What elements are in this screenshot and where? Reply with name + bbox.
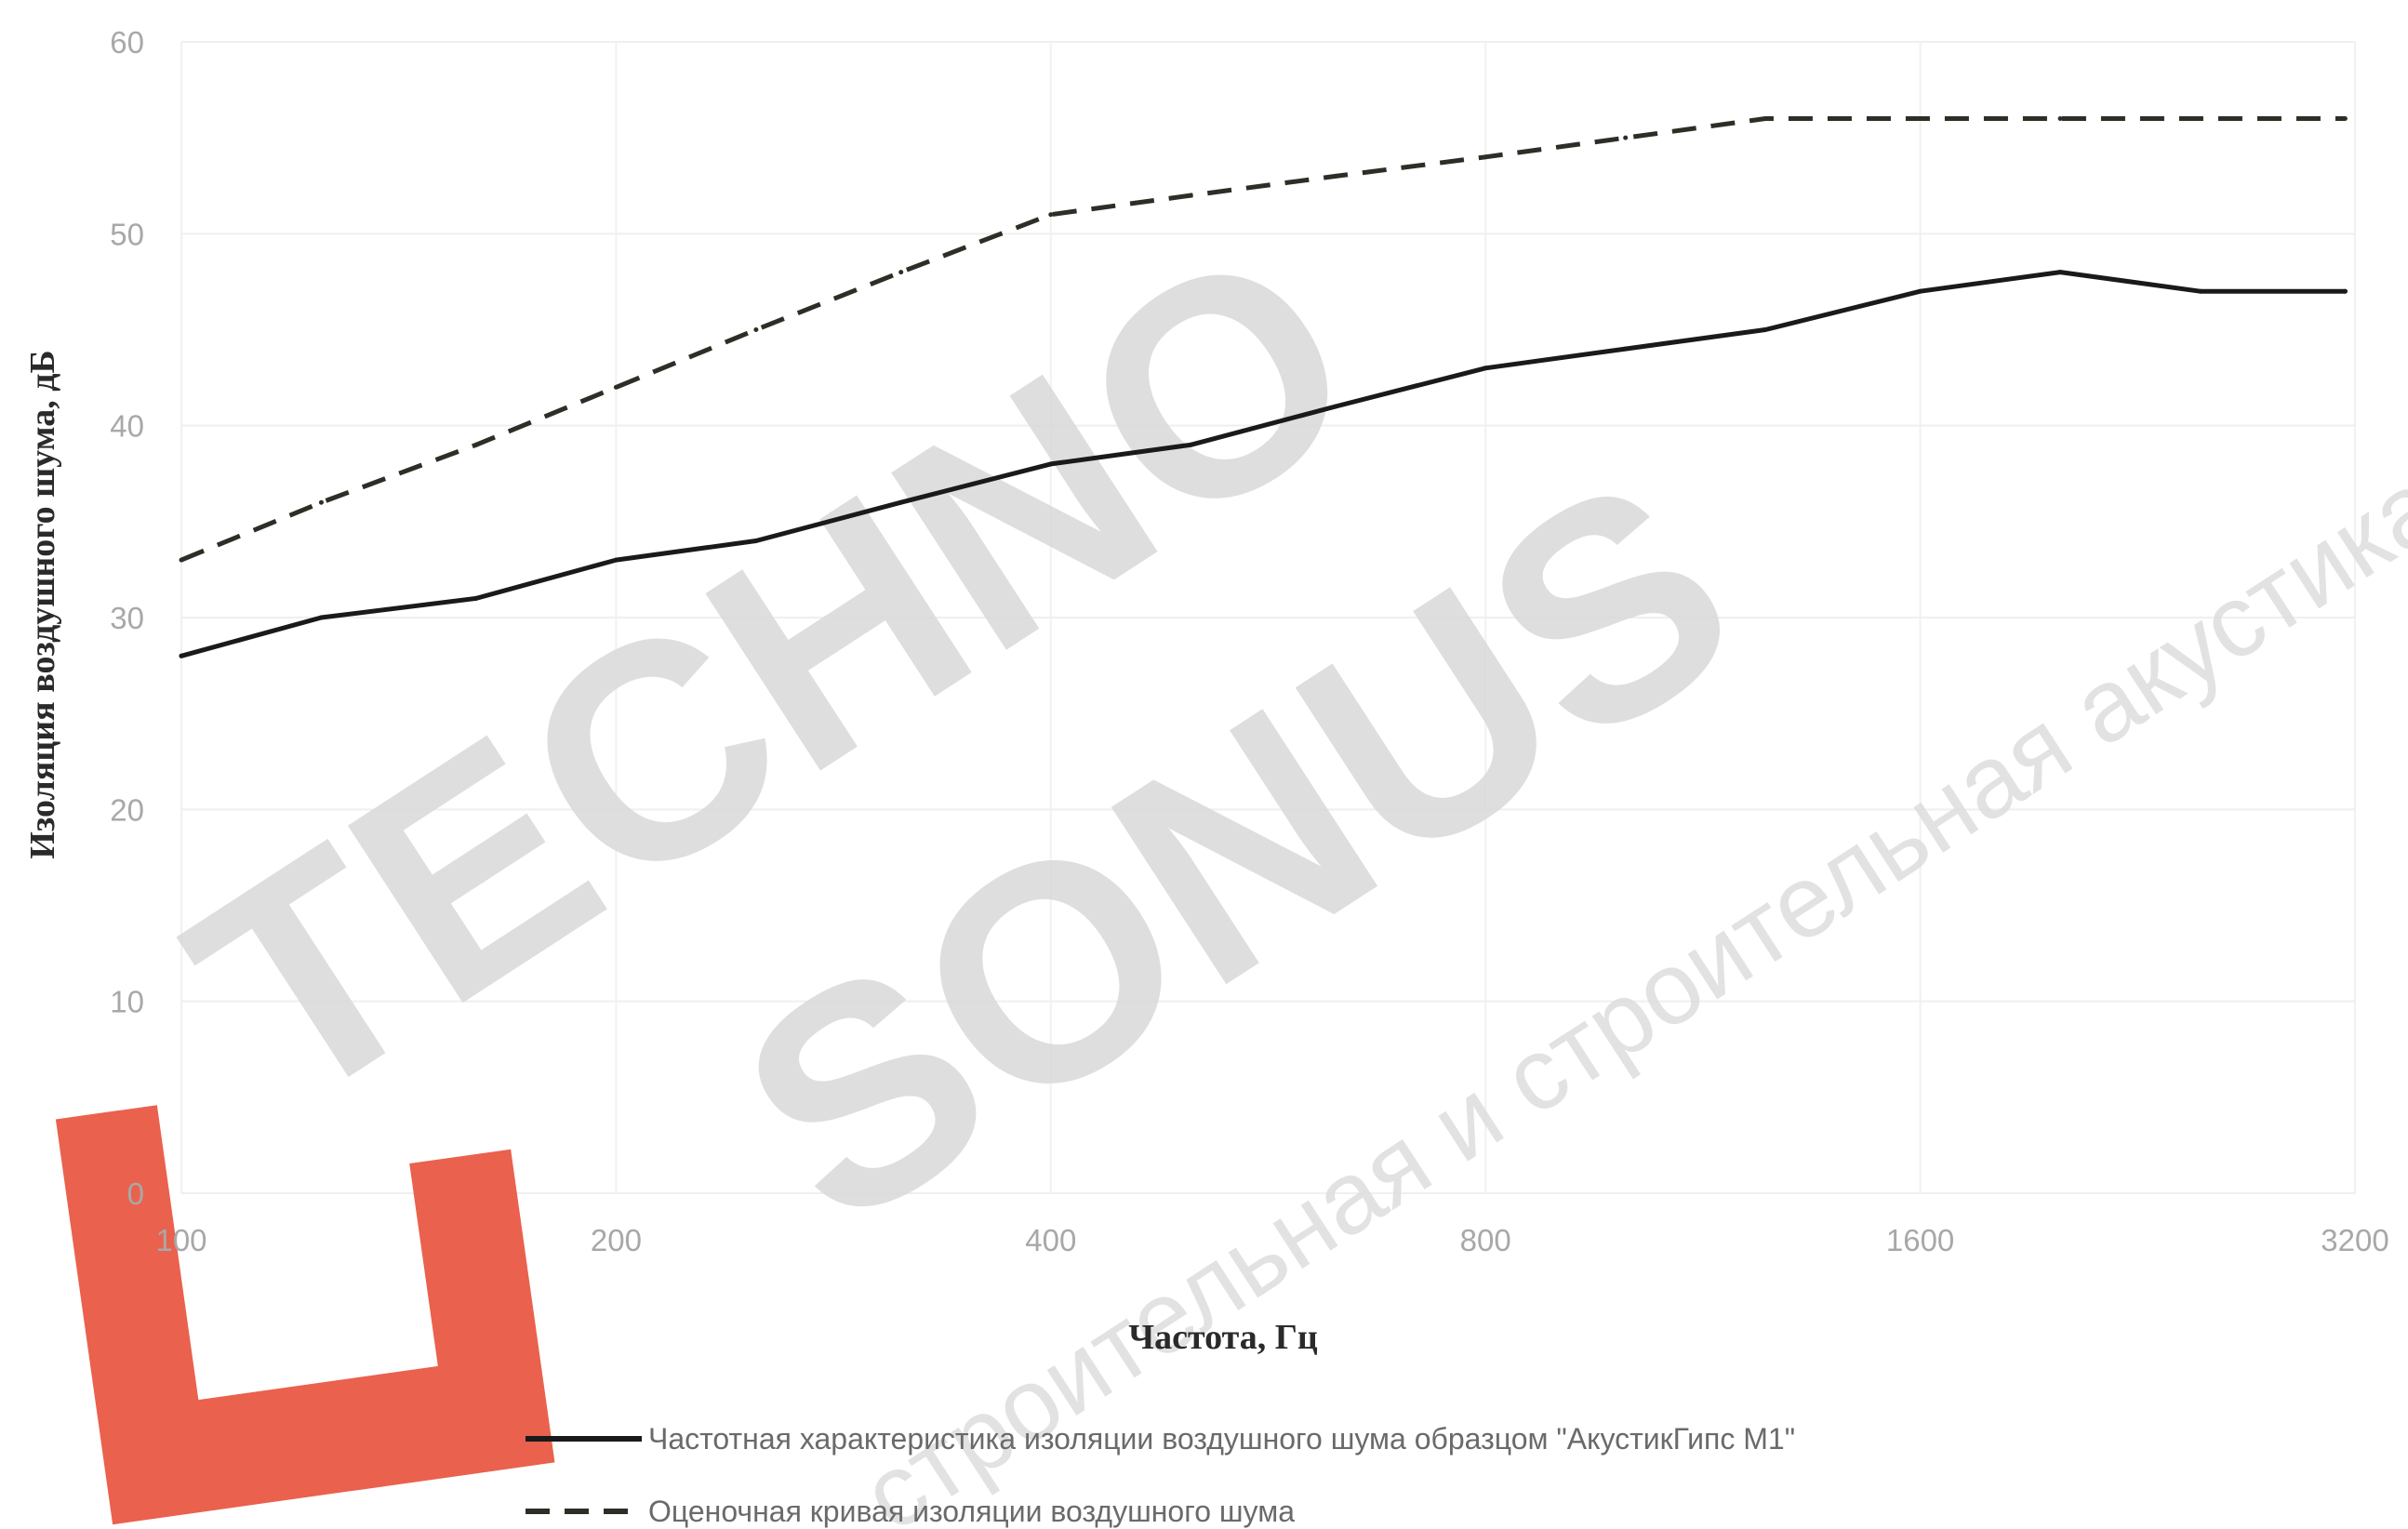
data-point — [473, 595, 479, 601]
data-point — [1048, 212, 1054, 218]
data-point — [2342, 288, 2348, 294]
x-tick-label: 400 — [1025, 1223, 1076, 1257]
logo-mark-icon — [55, 1105, 555, 1525]
x-tick-label: 100 — [155, 1223, 206, 1257]
data-point — [1763, 327, 1768, 332]
data-point — [2342, 116, 2348, 122]
x-axis-title: Частота, Гц — [1128, 1318, 1318, 1357]
series-line-measured — [179, 270, 2348, 658]
y-tick-label: 60 — [110, 25, 144, 60]
x-tick-label: 1600 — [1886, 1223, 1954, 1257]
data-point — [1333, 404, 1338, 409]
data-point — [1483, 154, 1488, 160]
y-tick-label: 0 — [127, 1177, 144, 1211]
data-point — [1918, 288, 1923, 294]
y-tick-label: 30 — [110, 601, 144, 635]
y-tick-label: 20 — [110, 792, 144, 827]
data-point — [1333, 173, 1338, 179]
x-tick-label: 200 — [591, 1223, 642, 1257]
data-point — [1048, 461, 1054, 467]
data-point — [2198, 116, 2203, 122]
data-point — [753, 538, 759, 543]
series-layer — [179, 116, 2348, 658]
data-point — [473, 442, 479, 447]
data-point — [1763, 116, 1768, 122]
data-point — [753, 327, 759, 332]
data-point — [318, 615, 324, 620]
data-point — [1918, 116, 1923, 122]
data-point — [1188, 193, 1193, 198]
data-point — [898, 270, 904, 275]
data-point — [613, 557, 619, 563]
data-point — [318, 499, 324, 505]
legend-label-series-2: Оценочная кривая изоляции воздушного шум… — [648, 1495, 1295, 1528]
data-point — [898, 499, 904, 505]
y-tick-label: 50 — [110, 217, 144, 251]
data-point — [1483, 366, 1488, 371]
data-point — [1188, 442, 1193, 447]
legend-label-series-1: Частотная характеристика изоляции воздуш… — [648, 1422, 1795, 1456]
data-point — [2057, 270, 2063, 275]
data-point — [1623, 346, 1629, 352]
data-point — [2198, 288, 2203, 294]
x-tick-label: 3200 — [2321, 1223, 2388, 1257]
grid — [180, 41, 2356, 1194]
data-point — [2057, 116, 2063, 122]
legend: Частотная характеристика изоляции воздуш… — [526, 1422, 1795, 1528]
series-line-reference — [180, 116, 2346, 563]
x-tick-label: 800 — [1460, 1223, 1511, 1257]
y-axis-title: Изоляция воздушного шума, дБ — [23, 350, 62, 858]
data-point — [613, 384, 619, 390]
y-tick-label: 40 — [110, 409, 144, 444]
data-point — [179, 557, 184, 563]
data-point — [179, 653, 184, 658]
tick-labels: 0 10 20 30 40 50 60 100 200 400 800 1600 3200 — [110, 25, 2388, 1257]
data-point — [1623, 135, 1629, 140]
y-tick-label: 10 — [110, 985, 144, 1019]
